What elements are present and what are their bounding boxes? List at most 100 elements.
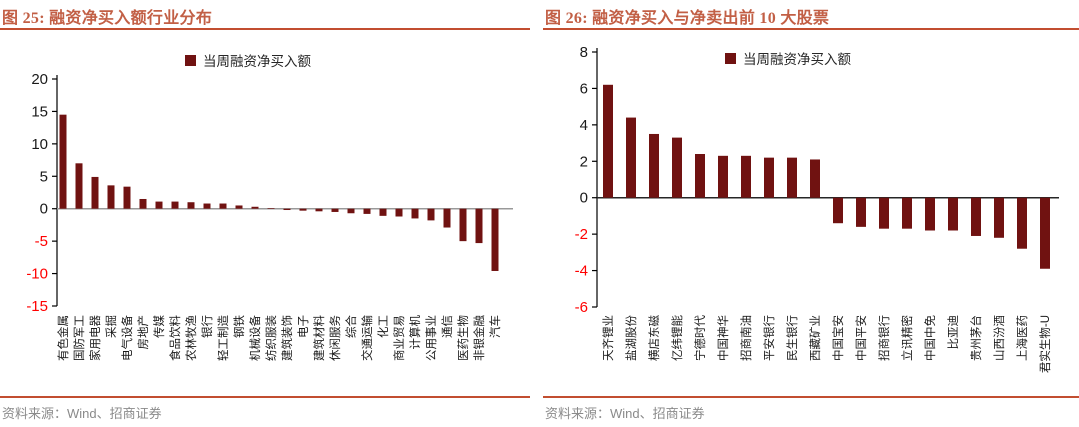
y-tick-label: 6 <box>580 80 588 97</box>
source-note: 资料来源：Wind、招商证券 <box>545 406 705 421</box>
x-category-label: 公用事业 <box>425 315 438 361</box>
bar <box>902 197 912 229</box>
x-category-label: 传媒 <box>152 315 166 338</box>
bar <box>251 206 259 209</box>
bar <box>443 208 451 228</box>
bar <box>139 198 147 209</box>
bar <box>219 203 227 209</box>
x-category-label: 中国神华 <box>716 315 730 361</box>
x-category-label: 银行 <box>200 315 214 338</box>
legend-label: 当周融资净买入额 <box>743 52 851 67</box>
chart-legend: 当周融资净买入额 <box>185 50 311 70</box>
bar <box>267 208 275 209</box>
y-tick-label: -4 <box>575 263 588 280</box>
x-category-label: 纺织服装 <box>264 315 278 361</box>
y-tick-label: -10 <box>26 266 48 283</box>
bar <box>475 208 483 244</box>
title-underline <box>0 28 530 30</box>
x-category-label: 交通运输 <box>360 315 374 361</box>
x-category-label: 盐湖股份 <box>624 315 638 361</box>
bar <box>411 208 419 219</box>
bar <box>395 208 403 217</box>
bar <box>718 155 728 198</box>
bar <box>856 197 866 227</box>
x-category-label: 机械设备 <box>248 315 262 361</box>
x-category-label: 君实生物-U <box>1038 315 1052 373</box>
x-category-label: 通信 <box>441 315 454 338</box>
x-category-label: 医药生物 <box>456 315 470 361</box>
bar <box>833 197 843 224</box>
bar <box>491 208 499 271</box>
x-category-label: 中国中免 <box>923 315 937 361</box>
x-category-label: 立讯精密 <box>900 315 914 361</box>
x-category-label: 建筑材料 <box>312 315 326 361</box>
y-tick-label: 20 <box>31 71 48 88</box>
x-category-label: 民生银行 <box>785 315 799 361</box>
x-category-label: 招商银行 <box>877 315 891 361</box>
legend-swatch <box>185 54 196 66</box>
bar <box>107 185 115 209</box>
legend-label: 当周融资净买入额 <box>203 54 311 69</box>
bar <box>187 202 195 209</box>
x-category-label: 钢铁 <box>233 315 246 338</box>
bar <box>171 201 179 209</box>
x-category-label: 中国平安 <box>854 315 868 361</box>
bar <box>75 163 83 209</box>
bar <box>427 208 435 221</box>
chart-legend: 当周融资净买入额 <box>725 48 851 68</box>
x-category-label: 食品饮料 <box>168 315 182 361</box>
bar <box>91 176 99 209</box>
y-tick-label: 0 <box>40 201 48 218</box>
bar <box>123 186 131 209</box>
bar-chart: 8 6 4 2 0 -2 -4 -6 天齐锂业 盐湖股份 横店东磁 亿纬锂能 宁德时代 中国神华 招商南油平… <box>575 44 1059 373</box>
bar <box>787 157 797 198</box>
x-category-label: 西藏矿业 <box>809 315 822 361</box>
x-category-label: 综合 <box>344 315 358 338</box>
x-category-label: 非银金融 <box>472 315 486 361</box>
bar <box>971 197 981 236</box>
x-category-label: 中国宝安 <box>831 315 845 361</box>
x-category-label: 上海医药 <box>1015 315 1029 361</box>
bar-chart: 20 15 10 5 0 -5 -10 -15 有色金属 国防军工 家用电器 采掘 电气设备 房地产 传媒食… <box>26 71 513 361</box>
bar <box>235 205 243 209</box>
x-category-label: 电子 <box>297 315 310 338</box>
y-tick-label: 5 <box>40 168 48 185</box>
x-category-label: 家用电器 <box>88 315 102 361</box>
bar <box>672 137 682 198</box>
figure-panel-25: 图 25: 融资净买入额行业分布 20 15 10 5 0 -5 -10 -15 有色金属 国防军… <box>0 0 530 427</box>
y-tick-label: -5 <box>35 233 48 250</box>
bar <box>695 154 705 198</box>
x-category-label: 平安银行 <box>762 315 776 361</box>
bar <box>203 203 211 209</box>
bar <box>948 197 958 231</box>
bar <box>347 208 355 214</box>
figure-title: 图 26: 融资净买入与净卖出前 10 大股票 <box>545 10 830 27</box>
bar <box>810 159 820 198</box>
x-category-label: 国防军工 <box>72 315 86 361</box>
y-tick-label: -15 <box>26 298 48 315</box>
bar <box>1040 197 1050 269</box>
bar <box>925 197 935 231</box>
bar <box>379 208 387 216</box>
y-tick-label: 8 <box>580 44 588 61</box>
source-rule <box>0 396 530 398</box>
y-tick-label: 4 <box>580 117 588 134</box>
x-category-label: 亿纬锂能 <box>670 315 684 361</box>
bar <box>155 201 163 209</box>
bar <box>764 157 774 198</box>
bar <box>741 155 751 198</box>
bar <box>299 208 307 211</box>
x-category-label: 休闲服务 <box>328 315 342 361</box>
x-category-label: 商业贸易 <box>392 315 406 361</box>
x-category-label: 农林牧渔 <box>184 315 198 361</box>
bar <box>649 133 659 198</box>
y-tick-label: 2 <box>580 153 588 170</box>
figure-panel-26: 图 26: 融资净买入与净卖出前 10 大股票 8 6 4 2 0 -2 -4 -6 天齐锂业盐… <box>543 0 1079 427</box>
bar <box>363 208 371 214</box>
source-note: 资料来源：Wind、招商证券 <box>2 406 162 421</box>
x-category-label: 房地产 <box>136 315 150 350</box>
x-category-label: 山西汾酒 <box>993 315 1006 361</box>
x-category-label: 采掘 <box>104 315 118 338</box>
x-category-label: 横店东磁 <box>647 315 661 361</box>
x-category-label: 宁德时代 <box>693 315 707 361</box>
